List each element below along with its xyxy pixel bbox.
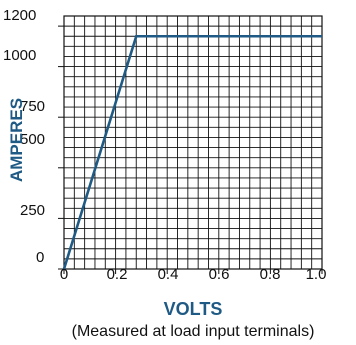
y-tick-label-0: 0: [36, 249, 44, 266]
series-line: [62, 34, 322, 270]
x-tick-label-0.8: 0.8: [260, 266, 281, 283]
x-tick-label-0.6: 0.6: [209, 266, 230, 283]
x-tick-label-0: 0: [60, 266, 68, 283]
grid: [64, 16, 322, 269]
chart-note: (Measured at load input terminals): [72, 323, 315, 340]
x-tick-label-0.4: 0.4: [158, 266, 179, 283]
y-tick-label-1200: 1200: [3, 7, 36, 24]
y-axis-title: AMPERES: [7, 98, 26, 182]
y-tick-label-1000: 1000: [3, 47, 36, 64]
x-axis-title: VOLTS: [164, 299, 223, 319]
x-tick-label-0.2: 0.2: [107, 266, 128, 283]
axis-ticks: [58, 25, 323, 274]
x-tick-label-1.0: 1.0: [306, 266, 327, 283]
y-tick-label-500: 500: [20, 131, 45, 148]
y-tick-label-750: 750: [20, 98, 45, 115]
y-tick-label-250: 250: [20, 202, 45, 219]
plot-frame: [63, 15, 323, 270]
